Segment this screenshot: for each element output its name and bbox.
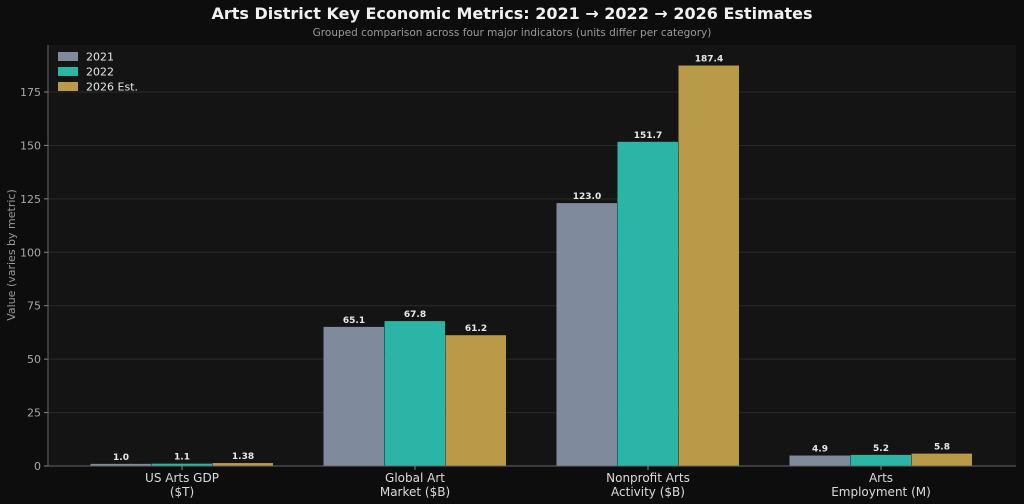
y-tick-label: 25 xyxy=(27,407,41,420)
bar xyxy=(151,463,212,466)
y-tick-label: 100 xyxy=(20,246,41,259)
y-tick-label: 125 xyxy=(20,193,41,206)
legend-swatch xyxy=(58,52,78,61)
x-axis: US Arts GDP ($T) Global Art Market ($B) Nonp… xyxy=(48,465,1016,499)
y-tick-label: 175 xyxy=(20,86,41,99)
data-label: 1.0 xyxy=(113,453,129,463)
legend-label: 2021 xyxy=(86,51,114,64)
legend-swatch xyxy=(58,82,78,91)
bar xyxy=(617,141,678,466)
chart-subtitle: Grouped comparison across four major ind… xyxy=(312,27,712,39)
legend-label: 2026 Est. xyxy=(86,81,138,94)
x-tick-label: Global Art Market ($B) xyxy=(380,471,450,499)
x-tick-label: Arts Employment (M) xyxy=(831,471,931,499)
legend-label: 2022 xyxy=(86,66,114,79)
y-tick-label: 75 xyxy=(27,300,41,313)
bar xyxy=(850,454,911,466)
bar xyxy=(911,453,972,466)
y-tick-label: 50 xyxy=(27,353,41,366)
bars: 1.0 1.1 1.38 65.1 67.8 61.2 123.0 151.7 187.4 4.9… xyxy=(90,55,972,466)
y-tick-label: 150 xyxy=(20,139,41,152)
data-label: 65.1 xyxy=(343,316,365,326)
y-axis-label: Value (varies by metric) xyxy=(5,189,18,321)
data-label: 67.8 xyxy=(404,310,426,320)
data-label: 151.7 xyxy=(634,131,662,141)
gridlines xyxy=(48,91,1016,414)
y-axis: 0 25 50 75 100 125 150 175 xyxy=(20,45,49,473)
data-label: 123.0 xyxy=(573,192,601,202)
x-tick-label: US Arts GDP ($T) xyxy=(145,471,219,499)
bar xyxy=(556,203,617,466)
data-label: 61.2 xyxy=(465,324,487,334)
data-label: 187.4 xyxy=(695,55,723,65)
legend: 2021 2022 2026 Est. xyxy=(58,51,138,94)
data-label: 1.38 xyxy=(232,452,254,462)
legend-swatch xyxy=(58,67,78,76)
bar xyxy=(445,335,506,466)
x-tick-label: Nonprofit Arts Activity ($B) xyxy=(606,471,690,499)
bar xyxy=(678,65,739,466)
data-label: 4.9 xyxy=(812,445,828,455)
bar xyxy=(212,463,273,466)
bar xyxy=(384,321,445,466)
data-label: 5.2 xyxy=(873,444,889,454)
y-tick-label: 0 xyxy=(34,460,41,473)
bar xyxy=(323,326,384,466)
data-label: 5.8 xyxy=(934,443,950,453)
chart-title: Arts District Key Economic Metrics: 2021… xyxy=(211,4,813,23)
bar xyxy=(90,463,151,466)
bar xyxy=(789,455,850,466)
plot-area xyxy=(48,45,1016,466)
data-label: 1.1 xyxy=(174,453,190,463)
